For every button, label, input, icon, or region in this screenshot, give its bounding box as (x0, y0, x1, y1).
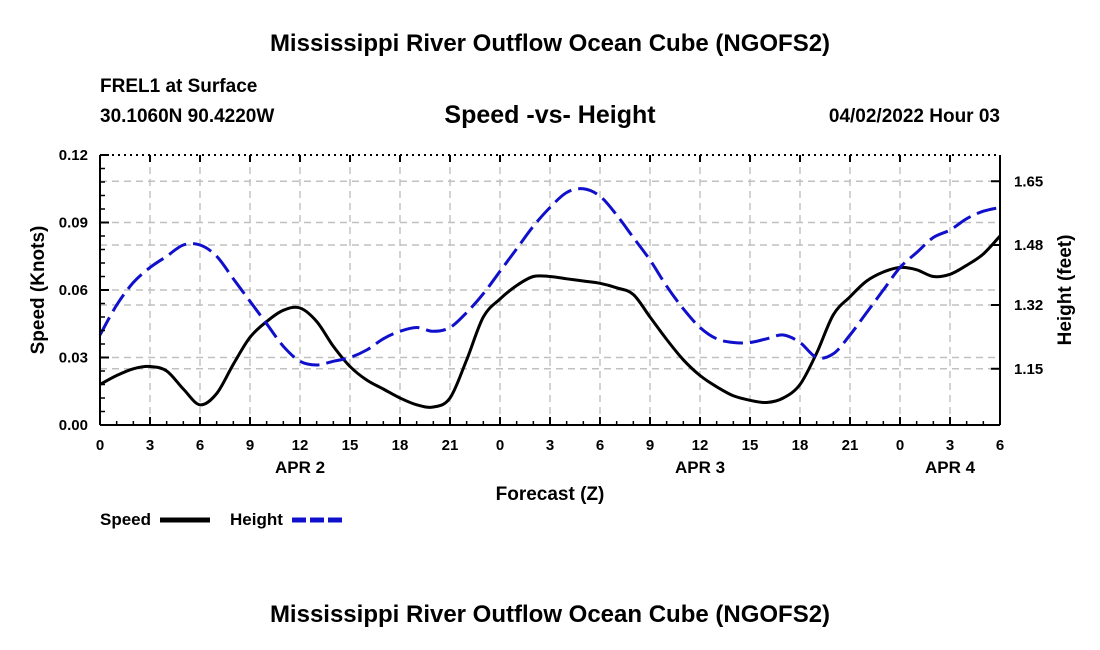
y-left-tick-label: 0.12 (59, 147, 88, 164)
station-label: FREL1 at Surface (100, 76, 258, 97)
y-right-tick-label: 1.32 (1014, 297, 1043, 314)
x-tick-label: 15 (742, 437, 759, 454)
date-label: APR 4 (925, 458, 976, 477)
x-tick-label: 3 (546, 437, 554, 454)
x-tick-label: 18 (792, 437, 809, 454)
x-tick-label: 12 (292, 437, 309, 454)
x-tick-label: 9 (246, 437, 254, 454)
x-tick-label: 6 (996, 437, 1004, 454)
x-axis-label: Forecast (Z) (496, 484, 605, 505)
x-tick-label: 15 (342, 437, 359, 454)
x-tick-label: 9 (646, 437, 654, 454)
y-left-tick-label: 0.06 (59, 282, 88, 299)
x-tick-label: 3 (146, 437, 154, 454)
series-layer (98, 187, 1002, 409)
x-tick-label: 0 (96, 437, 104, 454)
date-label: APR 2 (275, 458, 325, 477)
legend-height-label: Height (230, 510, 283, 529)
x-tick-label: 21 (842, 437, 859, 454)
datetime-label: 04/02/2022 Hour 03 (828, 106, 1000, 127)
x-tick-label: 6 (596, 437, 604, 454)
y-axis-right-label: Height (feet) (1055, 235, 1076, 346)
x-tick-label: 0 (496, 437, 504, 454)
x-tick-label: 12 (692, 437, 709, 454)
y-axis-left-label: Speed (Knots) (28, 226, 49, 355)
legend-speed-swatch (160, 517, 210, 523)
series-speed-line (99, 234, 1002, 409)
x-tick-label: 3 (946, 437, 954, 454)
grid-lines (100, 155, 1000, 425)
y-left-tick-label: 0.09 (59, 215, 88, 232)
coords-label: 30.1060N 90.4220W (100, 106, 275, 127)
x-tick-label: 21 (442, 437, 459, 454)
chart-subtitle: Speed -vs- Height (444, 101, 656, 129)
chart-plot: 0 3 6 9 12 15 18 21 0 3 6 9 12 15 18 21 0 3 6 APR 2 APR 3 APR… (28, 147, 1076, 505)
x-tick-label: 18 (392, 437, 409, 454)
chart-title: Mississippi River Outflow Ocean Cube (NG… (269, 30, 831, 57)
legend-height-swatch (292, 517, 342, 523)
x-tick-label: 6 (196, 437, 204, 454)
legend-speed-label: Speed (100, 510, 152, 529)
y-right-tick-label: 1.15 (1014, 361, 1043, 378)
x-tick-label: 0 (896, 437, 904, 454)
series-height-line (98, 187, 1001, 367)
y-right-tick-label: 1.48 (1014, 237, 1043, 254)
y-left-tick-label: 0.03 (59, 350, 88, 367)
y-left-tick-label: 0.00 (59, 417, 88, 434)
date-label: APR 3 (675, 458, 725, 477)
y-right-tick-label: 1.65 (1014, 173, 1043, 190)
ticks-layer: 0 3 6 9 12 15 18 21 0 3 6 9 12 15 18 21 0 3 6 APR 2 APR 3 APR… (59, 147, 1043, 477)
footer-title: Mississippi River Outflow Ocean Cube (NG… (269, 601, 831, 628)
